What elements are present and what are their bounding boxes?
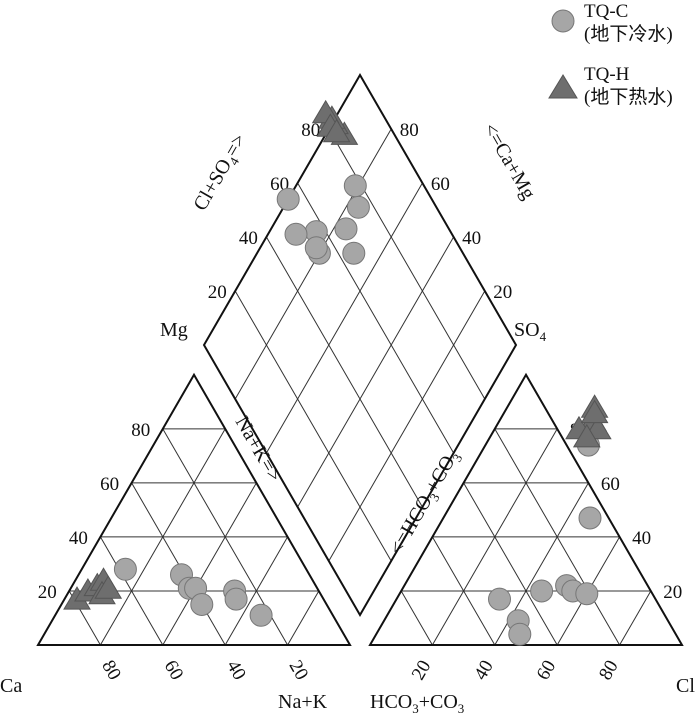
- diamond-grid-b-2: [265, 236, 423, 508]
- diamond-grid-a-1: [328, 290, 486, 562]
- anion-cl-tick-20: 20: [408, 657, 436, 684]
- label-ca: Ca: [0, 675, 22, 697]
- diamond-grid-a-2: [297, 236, 455, 508]
- tq-c-anion-point-2: [508, 622, 532, 646]
- diamond-right-tick-20: 20: [493, 282, 512, 303]
- cation-mg-tick-80: 80: [131, 420, 150, 441]
- cation-nak-tick-80: 80: [97, 657, 125, 684]
- label-ca-mg-arrow: <=Ca+Mg: [479, 120, 540, 204]
- anion-grid-l-1: [400, 590, 433, 646]
- diamond-right-tick-80: 80: [400, 120, 419, 141]
- data-points: [63, 99, 612, 646]
- cation-mg-tick-20: 20: [38, 582, 57, 603]
- tq-c-anion-point-3: [530, 579, 554, 603]
- anion-grid-l-4: [494, 428, 621, 646]
- tq-c-anion-point-7: [578, 506, 602, 530]
- label-cl: Cl: [676, 675, 695, 697]
- anion-cl-tick-80: 80: [595, 657, 623, 684]
- label-na-k-arrow: Na+K=>: [231, 413, 286, 486]
- diamond-grid-a-4: [234, 128, 392, 400]
- diamond-grid-b-4: [328, 128, 486, 400]
- diamond-left-tick-20: 20: [208, 282, 227, 303]
- tq-c-diamond-point-2: [334, 217, 358, 241]
- tq-c-anion-point-6: [575, 582, 599, 606]
- diagram-frames: [36, 73, 684, 646]
- cation-mg-tick-60: 60: [100, 474, 119, 495]
- label-na-k: Na+K: [278, 691, 328, 713]
- anion-grid-l-2: [431, 536, 496, 646]
- label-cl-so4-arrow: Cl+SO4=>: [189, 130, 253, 216]
- tq-c-cation-point-7: [249, 603, 273, 627]
- tq-h-diamond-point-5: [322, 118, 351, 143]
- anion-grid-r-4: [619, 590, 652, 646]
- label-mg: Mg: [160, 319, 188, 341]
- diamond-right-tick-40: 40: [462, 228, 481, 249]
- diamond-grid-b-1: [234, 290, 392, 562]
- diamond-right-tick-60: 60: [431, 174, 450, 195]
- legend-label-tq-h: TQ-H: [584, 64, 630, 85]
- tq-c-diamond-point-7: [284, 222, 308, 246]
- cation-grid-r-2: [162, 482, 257, 646]
- legend-triangle-marker: [548, 74, 578, 99]
- anion-so4-tick-20: 20: [663, 582, 682, 603]
- tq-c-diamond-point-1: [343, 174, 367, 198]
- anion-so4-tick-40: 40: [632, 528, 651, 549]
- tq-h-anion-point-5: [580, 399, 609, 424]
- label-so4: SO4: [514, 319, 547, 344]
- cation-nak-tick-60: 60: [160, 657, 188, 684]
- legend: TQ-C (地下冷水) TQ-H (地下热水): [548, 1, 673, 108]
- diamond-grid-a-3: [265, 182, 423, 454]
- tq-c-diamond-point-0: [346, 195, 370, 219]
- legend-desc-tq-h: (地下热水): [584, 86, 673, 108]
- cation-mg-tick-40: 40: [69, 528, 88, 549]
- legend-label-tq-c: TQ-C: [584, 1, 628, 22]
- diamond-frame: [202, 73, 518, 617]
- anion-grid-l-3: [463, 482, 558, 646]
- cation-grid-r-4: [287, 590, 320, 646]
- tq-c-cation-point-4: [190, 593, 214, 616]
- anion-cl-tick-60: 60: [533, 657, 561, 684]
- label-hco3-co3: HCO3+CO3: [370, 691, 464, 716]
- tq-c-diamond-point-6: [276, 187, 300, 211]
- legend-desc-tq-c: (地下冷水): [584, 23, 673, 45]
- anion-cl-tick-40: 40: [470, 657, 498, 684]
- diamond-left-tick-80: 80: [301, 120, 320, 141]
- diamond-left-tick-40: 40: [239, 228, 258, 249]
- cation-nak-tick-20: 20: [285, 657, 313, 684]
- tq-h-cation-point-5: [94, 575, 123, 599]
- cation-grid-l-2: [99, 536, 164, 646]
- anion-triangle-frame: [368, 372, 684, 646]
- tq-c-cation-point-0: [113, 557, 137, 581]
- tq-h-anion-point-4: [572, 423, 601, 448]
- cation-triangle-frame: [36, 372, 352, 646]
- anion-so4-tick-60: 60: [601, 474, 620, 495]
- tq-c-cation-point-6: [224, 587, 248, 611]
- tq-c-anion-point-0: [488, 587, 511, 611]
- tq-c-diamond-point-3: [342, 241, 366, 265]
- cation-nak-tick-40: 40: [222, 657, 250, 684]
- legend-circle-marker: [551, 9, 575, 33]
- tq-c-diamond-point-8: [304, 236, 328, 260]
